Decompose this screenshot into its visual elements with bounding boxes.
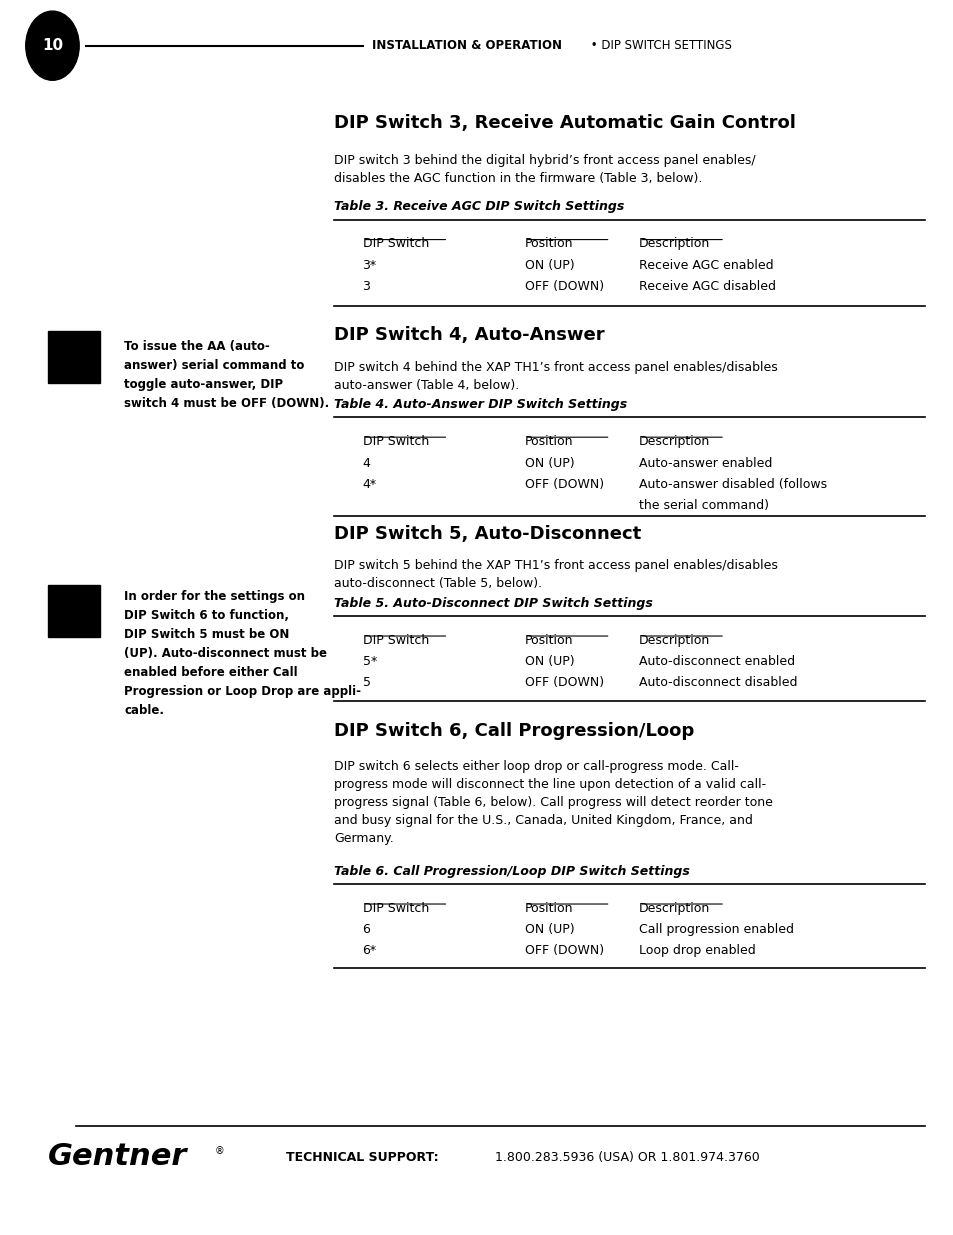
Text: 10: 10: [42, 38, 63, 53]
Text: Description: Description: [639, 435, 710, 448]
Text: ®: ®: [214, 1146, 224, 1156]
Text: Description: Description: [639, 902, 710, 915]
Text: ON (UP): ON (UP): [524, 457, 574, 471]
Text: ON (UP): ON (UP): [524, 923, 574, 936]
Text: 6*: 6*: [362, 944, 376, 957]
Text: 3: 3: [362, 280, 370, 294]
Text: • DIP SWITCH SETTINGS: • DIP SWITCH SETTINGS: [586, 40, 731, 52]
Text: To issue the AA (auto-
answer) serial command to
toggle auto-answer, DIP
switch : To issue the AA (auto- answer) serial co…: [124, 340, 329, 410]
Text: Position: Position: [524, 902, 573, 915]
Text: Description: Description: [639, 237, 710, 251]
Text: Auto-disconnect disabled: Auto-disconnect disabled: [639, 676, 797, 689]
Text: Auto-answer disabled (follows: Auto-answer disabled (follows: [639, 478, 826, 492]
Text: Loop drop enabled: Loop drop enabled: [639, 944, 755, 957]
Text: DIP Switch 3, Receive Automatic Gain Control: DIP Switch 3, Receive Automatic Gain Con…: [334, 114, 795, 132]
Text: Table 5. Auto-Disconnect DIP Switch Settings: Table 5. Auto-Disconnect DIP Switch Sett…: [334, 597, 652, 610]
Text: Receive AGC enabled: Receive AGC enabled: [639, 259, 773, 273]
Text: the serial command): the serial command): [639, 499, 768, 513]
Text: 1.800.283.5936 (USA) OR 1.801.974.3760: 1.800.283.5936 (USA) OR 1.801.974.3760: [491, 1151, 760, 1165]
Text: DIP switch 6 selects either loop drop or call-progress mode. Call-
progress mode: DIP switch 6 selects either loop drop or…: [334, 760, 772, 845]
Bar: [48, 585, 100, 637]
Text: DIP Switch: DIP Switch: [362, 902, 428, 915]
Text: DIP Switch: DIP Switch: [362, 237, 428, 251]
Text: DIP Switch 5, Auto-Disconnect: DIP Switch 5, Auto-Disconnect: [334, 525, 640, 543]
Text: DIP Switch: DIP Switch: [362, 435, 428, 448]
Text: DIP Switch 6, Call Progression/Loop: DIP Switch 6, Call Progression/Loop: [334, 722, 694, 741]
Text: Position: Position: [524, 435, 573, 448]
Text: Auto-answer enabled: Auto-answer enabled: [639, 457, 772, 471]
Text: 3*: 3*: [362, 259, 376, 273]
Text: Table 6. Call Progression/Loop DIP Switch Settings: Table 6. Call Progression/Loop DIP Switc…: [334, 864, 689, 878]
Text: Table 4. Auto-Answer DIP Switch Settings: Table 4. Auto-Answer DIP Switch Settings: [334, 398, 626, 411]
Circle shape: [26, 11, 79, 80]
Text: Gentner: Gentner: [48, 1142, 187, 1171]
Text: 5*: 5*: [362, 655, 376, 668]
Text: DIP switch 3 behind the digital hybrid’s front access panel enables/
disables th: DIP switch 3 behind the digital hybrid’s…: [334, 154, 755, 185]
Text: TECHNICAL SUPPORT:: TECHNICAL SUPPORT:: [286, 1151, 438, 1165]
Text: Position: Position: [524, 237, 573, 251]
Text: OFF (DOWN): OFF (DOWN): [524, 280, 603, 294]
Text: OFF (DOWN): OFF (DOWN): [524, 478, 603, 492]
Text: INSTALLATION & OPERATION: INSTALLATION & OPERATION: [372, 40, 561, 52]
Text: Auto-disconnect enabled: Auto-disconnect enabled: [639, 655, 795, 668]
Text: DIP Switch 4, Auto-Answer: DIP Switch 4, Auto-Answer: [334, 326, 604, 345]
Text: DIP switch 4 behind the XAP TH1’s front access panel enables/disables
auto-answe: DIP switch 4 behind the XAP TH1’s front …: [334, 361, 777, 391]
Text: Receive AGC disabled: Receive AGC disabled: [639, 280, 776, 294]
Text: OFF (DOWN): OFF (DOWN): [524, 944, 603, 957]
Bar: [48, 331, 100, 383]
Text: In order for the settings on
DIP Switch 6 to function,
DIP Switch 5 must be ON
(: In order for the settings on DIP Switch …: [124, 590, 360, 718]
Text: Description: Description: [639, 634, 710, 647]
Text: DIP Switch: DIP Switch: [362, 634, 428, 647]
Text: 6: 6: [362, 923, 370, 936]
Text: Position: Position: [524, 634, 573, 647]
Text: Table 3. Receive AGC DIP Switch Settings: Table 3. Receive AGC DIP Switch Settings: [334, 200, 623, 214]
Text: 4: 4: [362, 457, 370, 471]
Text: Call progression enabled: Call progression enabled: [639, 923, 793, 936]
Text: OFF (DOWN): OFF (DOWN): [524, 676, 603, 689]
Text: 5: 5: [362, 676, 370, 689]
Text: ON (UP): ON (UP): [524, 655, 574, 668]
Text: 4*: 4*: [362, 478, 376, 492]
Text: DIP switch 5 behind the XAP TH1’s front access panel enables/disables
auto-disco: DIP switch 5 behind the XAP TH1’s front …: [334, 559, 777, 590]
Text: ON (UP): ON (UP): [524, 259, 574, 273]
